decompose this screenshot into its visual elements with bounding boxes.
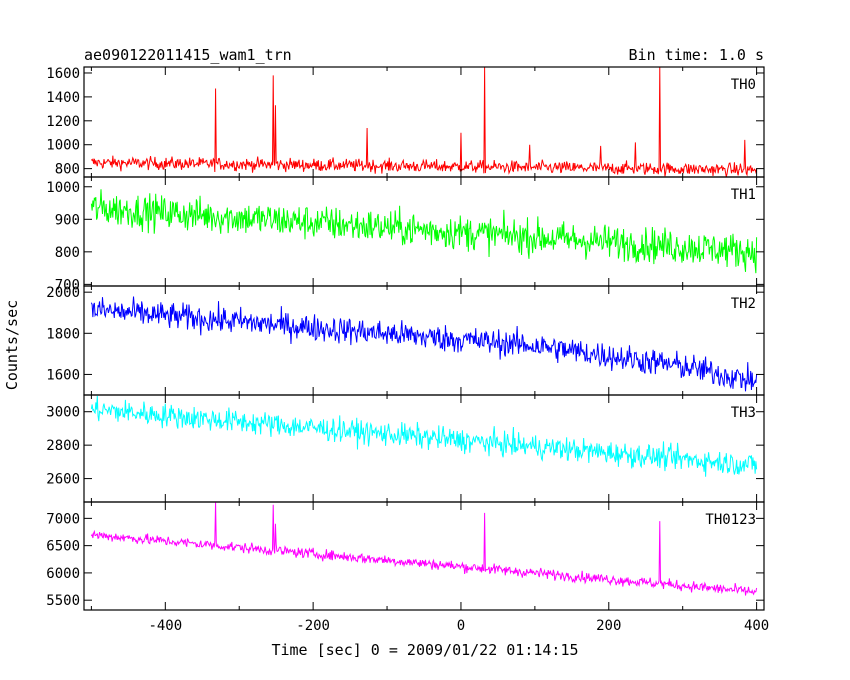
panel-frame — [83, 394, 765, 503]
y-tick-label: 6500 — [46, 539, 80, 555]
panel-th3: 2600 2800 3000 TH3 — [46, 394, 765, 503]
x-tick-label: -200 — [296, 618, 330, 634]
panel-frame — [83, 66, 765, 178]
panel-label: TH3 — [731, 405, 756, 421]
panel-label: TH0 — [731, 77, 756, 93]
y-tick-label: 1600 — [46, 367, 80, 383]
series-th2 — [90, 296, 758, 392]
y-tick-label: 1400 — [46, 90, 80, 106]
y-tick-label: 1000 — [46, 138, 80, 154]
series-th1 — [90, 189, 758, 274]
panel-label: TH0123 — [705, 512, 756, 528]
y-tick-label: 2800 — [46, 438, 80, 454]
y-tick-label: 2000 — [46, 285, 80, 301]
panel-th0123: 5500 6000 6500 7000 TH0123 — [46, 501, 765, 611]
x-tick-label: 0 — [457, 618, 465, 634]
chart-title-right: Bin time: 1.0 s — [629, 46, 764, 64]
y-tick-label: 7000 — [46, 511, 80, 527]
y-tick-label: 6000 — [46, 566, 80, 582]
panel-frame — [83, 176, 765, 287]
y-tick-label: 2600 — [46, 472, 80, 488]
panel-frame — [83, 501, 765, 611]
y-tick-label: 800 — [55, 245, 80, 261]
series-th0 — [90, 67, 758, 177]
y-axis-label: Counts/sec — [3, 300, 21, 390]
panel-th0: 800 1000 1200 1400 1600 TH0 — [46, 66, 765, 178]
y-tick-label: 1600 — [46, 66, 80, 82]
x-tick-label: 400 — [744, 618, 769, 634]
y-tick-label: 3000 — [46, 405, 80, 421]
panel-th1: 700 800 900 1000 TH1 — [46, 176, 765, 293]
y-tick-label: 1800 — [46, 326, 80, 342]
y-tick-label: 1000 — [46, 180, 80, 196]
panel-th2: 1600 1800 2000 TH2 — [46, 285, 765, 396]
x-tick-label: -400 — [148, 618, 182, 634]
x-tick-label: 200 — [596, 618, 621, 634]
panel-label: TH2 — [731, 296, 756, 312]
y-tick-label: 1200 — [46, 114, 80, 130]
series-th3 — [90, 395, 758, 477]
y-tick-label: 700 — [55, 277, 80, 293]
series-th0123 — [90, 502, 758, 596]
panels-group: 800 1000 1200 1400 1600 TH0 700 800 900 1000 TH1 16… — [46, 66, 769, 634]
y-tick-label: 5500 — [46, 593, 80, 609]
y-tick-label: 800 — [55, 162, 80, 178]
y-tick-label: 900 — [55, 212, 80, 228]
x-axis-label: Time [sec] 0 = 2009/01/22 01:14:15 — [271, 641, 578, 659]
panel-label: TH1 — [731, 187, 756, 203]
chart-title-left: ae090122011415_wam1_trn — [84, 46, 292, 64]
